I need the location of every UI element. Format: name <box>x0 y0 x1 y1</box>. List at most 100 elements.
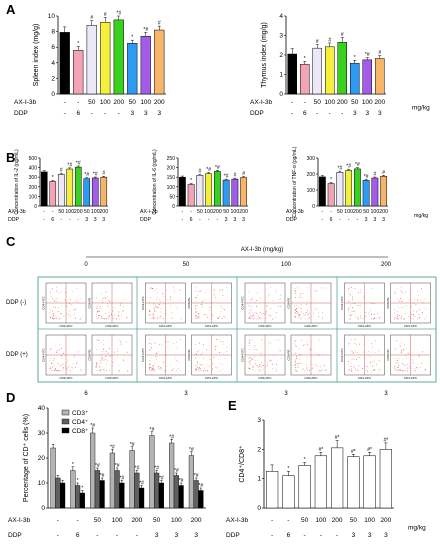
flow-x-label: CD3-APC <box>404 324 418 328</box>
flow-event-dot <box>372 366 374 367</box>
flow-event-dot <box>348 312 350 314</box>
flow-event-dot <box>77 351 79 353</box>
flow-event-dot <box>104 358 106 360</box>
flow-event-dot <box>199 290 200 292</box>
flow-event-dot <box>263 313 265 314</box>
flow-event-dot <box>251 366 253 368</box>
flow-event-dot <box>306 367 308 369</box>
flow-event-dot <box>373 369 375 370</box>
flow-event-dot <box>394 367 396 369</box>
flow-event-dot <box>98 340 100 341</box>
dose-unit: mg/kg <box>408 525 426 532</box>
flow-event-dot <box>352 302 354 304</box>
flow-event-dot <box>420 288 422 290</box>
dose-ddp: 6 <box>76 110 80 117</box>
flow-event-dot <box>251 365 253 367</box>
flow-event-dot <box>399 299 400 301</box>
flow-event-dot <box>265 365 267 367</box>
flow-event-dot <box>367 355 369 357</box>
flow-event-dot <box>212 357 214 359</box>
flow-event-dot <box>304 370 306 372</box>
bar <box>158 482 164 509</box>
significance-mark: * <box>81 486 83 492</box>
flow-event-dot <box>294 315 296 317</box>
flow-event-dot <box>401 300 402 302</box>
flow-event-dot <box>113 307 115 309</box>
flow-event-dot <box>268 294 270 295</box>
flow-event-dot <box>156 307 158 309</box>
flow-event-dot <box>355 368 357 370</box>
flow-event-dot <box>108 311 110 313</box>
flow-event-dot <box>155 356 157 358</box>
significance-mark: # <box>316 39 319 45</box>
flow-event-dot <box>156 316 158 318</box>
flow-event-dot <box>418 356 420 358</box>
flow-event-dot <box>348 342 350 344</box>
flow-event-dot <box>317 365 319 367</box>
y-tick-label: 0 <box>41 505 45 512</box>
flow-event-dot <box>276 370 277 372</box>
flow-event-dot <box>154 308 155 310</box>
y-tick-label: 10 <box>38 480 46 487</box>
flow-event-dot <box>300 318 302 320</box>
significance-mark: # <box>102 171 105 177</box>
dose-ddp: 3 <box>102 217 105 223</box>
flow-event-dot <box>417 318 419 320</box>
flow-event-dot <box>294 316 296 318</box>
bar <box>91 177 99 207</box>
flow-event-dot <box>55 345 57 347</box>
flow-event-dot <box>317 311 319 313</box>
y-tick-label: 250 <box>167 156 176 162</box>
row-label-ddp: DDP <box>250 110 264 117</box>
dose-ddp: 3 <box>382 217 385 223</box>
flow-event-dot <box>273 355 275 357</box>
y-tick-label: 0 <box>172 204 175 210</box>
y-tick-label: 50 <box>169 194 175 200</box>
flow-event-dot <box>109 355 111 357</box>
flow-event-dot <box>373 302 375 304</box>
bar <box>178 485 184 509</box>
flow-event-dot <box>209 309 210 311</box>
flow-event-dot <box>275 368 277 370</box>
flow-event-dot <box>301 362 302 364</box>
flow-event-dot <box>307 313 309 315</box>
flow-event-dot <box>373 370 375 372</box>
flow-event-dot <box>152 303 154 305</box>
significance-mark: *# <box>338 166 343 172</box>
flow-event-dot <box>350 287 352 289</box>
flow-event-dot <box>418 294 420 296</box>
flow-bottom-label: 6 <box>84 391 88 397</box>
flow-event-dot <box>73 314 75 315</box>
flow-plot: CD4-FITC CD3-APC <box>42 334 87 380</box>
flow-event-dot <box>394 359 396 361</box>
flow-event-dot <box>359 289 361 291</box>
flow-event-dot <box>356 344 357 346</box>
bar <box>55 477 61 509</box>
flow-event-dot <box>275 291 277 293</box>
flow-event-dot <box>258 365 260 367</box>
flow-event-dot <box>149 314 151 316</box>
flow-plot: CD4-FITC CD3-APC <box>141 334 186 380</box>
flow-event-dot <box>105 356 106 358</box>
flow-event-dot <box>158 306 160 308</box>
flow-event-dot <box>162 295 164 297</box>
y-axis-label: Thymus index (mg/g) <box>261 22 268 88</box>
significance-mark: # <box>242 171 245 177</box>
flow-event-dot <box>218 318 219 320</box>
dose-ax: 200 <box>353 209 362 215</box>
flow-event-dot <box>95 307 97 309</box>
flow-event-dot <box>63 353 65 355</box>
flow-event-dot <box>171 369 173 371</box>
dose-ddp: 3 <box>368 532 372 539</box>
flow-dose-label: 100 <box>281 262 292 268</box>
flow-event-dot <box>399 315 400 317</box>
y-tick-label: 1 <box>279 72 283 79</box>
flow-event-dot <box>98 365 100 367</box>
flow-event-dot <box>52 369 53 371</box>
flow-event-dot <box>52 360 54 361</box>
legend-label: CD4⁺ <box>72 419 89 426</box>
flow-event-dot <box>266 364 268 366</box>
dose-ax: - <box>304 99 306 106</box>
flow-event-dot <box>117 364 119 366</box>
